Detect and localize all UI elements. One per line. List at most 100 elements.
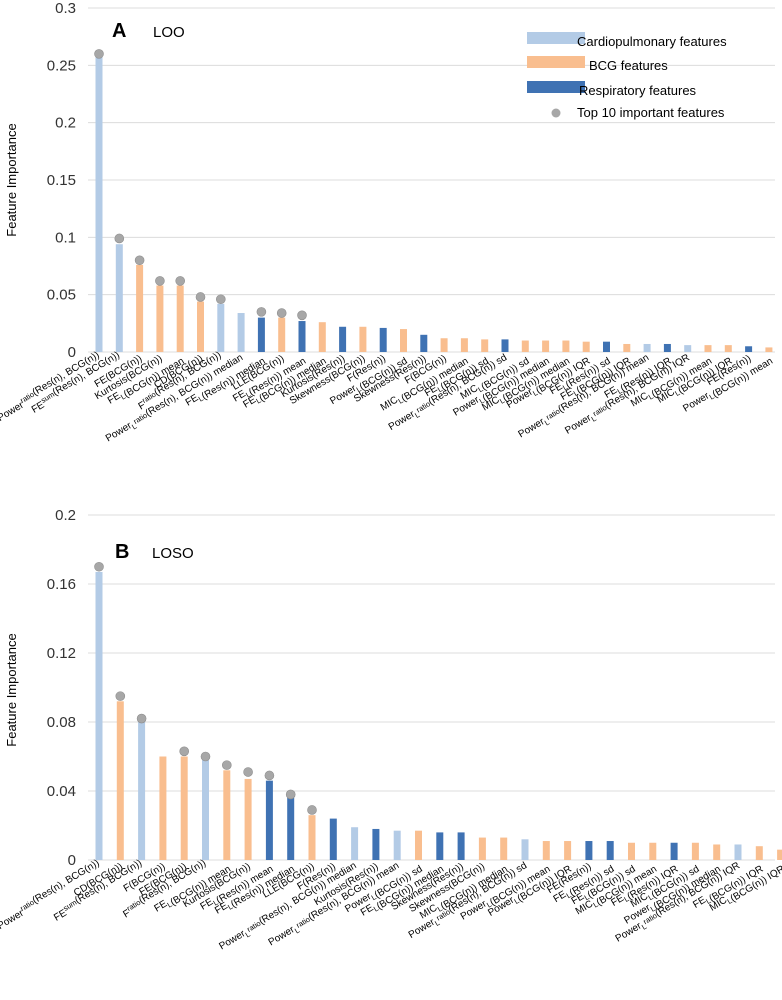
y-tick-label: 0.1 [55,229,76,246]
bar-fe-res-n [585,841,593,860]
top10-marker [276,308,287,318]
y-tick-label: 0.15 [47,172,76,189]
y-tick-label: 0.25 [47,57,76,74]
bar-fe-l-res-n-mean [298,321,306,352]
bar-f-ratio-res-n-bcg-n [217,303,225,352]
bar-fe-l-res-n-median [287,797,295,860]
bar-fe-sum-res-n-bcg-n [138,722,146,860]
top10-marker [200,751,211,762]
bar-f-bcg-n [440,338,448,352]
bar-mic-l-bcg-n-mean [649,842,657,860]
bar-lle-bcg-n [308,815,316,860]
bar-mic-l-bcg-n-median [562,340,570,352]
bar-power-l-bcg-n-iqr [582,341,590,352]
bar-power-ratio-res-n-bcg-n [95,571,103,860]
bar-fe-l-bcg-n-iqr [755,846,763,860]
legend-label-bcg: BCG features [589,58,668,73]
bar-fe-l-bcg-n-sd [481,339,489,352]
bar-power-l-ratio-res-n-bcg-n-median [351,827,359,860]
bar-fe-l-res-n-sd [606,841,614,860]
bar-cd-bcg-n [116,701,124,860]
bar-power-ratio-res-n-bcg-n [95,57,103,352]
bar-mic-l-bcg-n-sd [691,842,699,860]
bar-power-l-bcg-n-median [713,844,721,860]
bar-f-res-n [379,327,387,352]
bar-fe-l-res-n-iqr [670,842,678,860]
y-tick-label: 0.3 [55,0,76,17]
bar-power-l-ratio-res-n-bcg-n-iqr [684,345,692,352]
bar-lle-bcg-n [278,317,286,352]
bar-f-ratio-res-n-bcg-n [202,759,209,860]
panel-title: LOSO [152,545,194,562]
y-tick-label: 0.04 [47,783,76,800]
top10-marker [222,760,232,770]
bar-power-l-bcg-n-iqr [564,841,572,860]
bar-fe-l-res-n-iqr [663,343,671,352]
bar-fe-l-res-n-mean [265,780,273,860]
bar-mic-l-bcg-n-median [460,338,468,352]
bar-mic-l-bcg-n-median [500,837,508,860]
bar-power-l-ratio-res-n-bcg-n-iqr [734,844,742,860]
y-tick-label: 0.12 [47,645,76,662]
bar-fe-l-res-n-sd [603,341,610,352]
top10-marker [94,561,104,572]
bar-power-l-bcg-n-median [542,340,550,352]
bar-kurtosis-bcg-n [244,778,252,860]
legend-marker-top10 [551,108,561,118]
top10-marker [285,789,296,800]
top10-marker [243,767,253,777]
y-axis-title: Feature Importance [4,123,19,236]
top10-marker [179,746,189,757]
top10-marker [264,770,275,781]
panel-letter: A [112,20,126,42]
bar-fe-bcg-n [180,756,188,860]
top10-marker [216,294,226,305]
bar-fe-l-bcg-n-iqr [623,343,631,352]
bar-power-l-bcg-n-mean [542,841,550,860]
top10-marker [297,310,307,321]
y-axis-title: Feature Importance [4,633,19,746]
bar-f-res-n [329,818,337,860]
y-tick-label: 0 [68,852,76,869]
y-tick-label: 0 [68,344,76,361]
panel-b-loso-chart: 0 0.04 0.08 0.12 0.16 0.2 B LOSO Feature Importa… [0,507,782,952]
top10-marker [175,276,185,286]
bar-fe-bcg-n [136,264,144,352]
bar-power-l-ratio-res-n-bcg-n-sd [521,839,529,860]
top10-marker [134,255,145,266]
bar-kurtosis-res-n [372,828,380,860]
bar-fe-l-bcg-n-mean [176,285,184,352]
bar-power-l-ratio-res-n-bcg-n-sd [501,339,509,352]
bar-power-l-bcg-n-mean [765,347,773,352]
bar-fe-res-n [745,346,753,352]
category-label: Powerratio(Res(n), BCG(n)) [0,350,104,424]
top10-marker [307,805,317,815]
legend-label-top10: Top 10 important features [577,105,725,120]
legend-label-resp: Respiratory features [579,83,697,98]
bar-fe-sum-res-n-bcg-n [115,244,123,352]
bar-power-l-bcg-n-sd [400,329,407,352]
bar-kurtosis-res-n [339,326,347,352]
y-tick-label: 0.05 [47,287,76,304]
legend: Cardiopulmonary features BCG features Re… [527,32,727,120]
panel-title: LOO [153,24,185,41]
bar-fe-l-res-n-median [257,317,265,352]
bar-skewness-res-n [457,832,465,860]
bar-kurtosis-bcg-n [156,285,164,352]
bar-mic-l-bcg-n-sd [521,340,529,352]
bar-f-bcg-n [159,756,167,860]
legend-swatch-resp [527,81,585,93]
bar-power-l-ratio-res-n-bcg-n-mean [393,830,401,860]
bar-fe-l-bcg-n-mean [223,770,231,860]
bar-skewness-bcg-n [478,837,486,860]
legend-swatch-cardio [527,32,585,44]
bar-fe-l-bcg-n-sd [628,842,635,860]
y-tick-label: 0.08 [47,714,76,731]
bar-mic-l-bcg-n-mean [704,345,712,352]
bar-skewness-res-n [420,334,428,352]
top10-marker [256,307,267,317]
bar-mic-l-bcg-n-iqr [724,345,732,352]
bar-cd-bcg-n [197,301,204,352]
y-tick-label: 0.2 [55,115,76,132]
top10-marker [195,292,206,302]
